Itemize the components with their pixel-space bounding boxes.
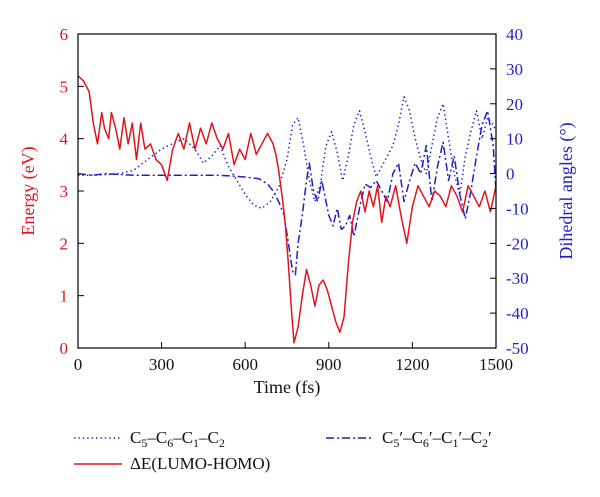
y-axis-right-label: Dihedral angles (°) xyxy=(556,122,577,259)
y-left-tick-label: 5 xyxy=(60,77,69,96)
y-axis-right: -50 -40 -30 -20 -10 0 10 20 30 40 xyxy=(490,25,529,358)
y-right-tick-label: -50 xyxy=(506,339,529,358)
y-right-tick-label: 30 xyxy=(506,60,523,79)
y-right-tick-label: -20 xyxy=(506,234,529,253)
y-right-tick-label: -10 xyxy=(506,199,529,218)
y-left-tick-label: 0 xyxy=(60,339,69,358)
x-tick-label: 900 xyxy=(316,355,342,374)
x-tick-label: 300 xyxy=(149,355,175,374)
y-right-tick-label: -40 xyxy=(506,304,529,323)
y-left-tick-label: 2 xyxy=(60,234,69,253)
y-right-tick-label: 0 xyxy=(506,165,515,184)
y-right-tick-label: 20 xyxy=(506,95,523,114)
series-line-c5pc6pc1pc2p xyxy=(78,110,496,276)
y-axis-left-label: Energy (eV) xyxy=(18,146,39,235)
y-axis-left: 0 1 2 3 4 5 6 xyxy=(60,25,84,358)
series-line-dE xyxy=(78,75,496,344)
y-right-tick-label: -30 xyxy=(506,269,529,288)
x-tick-label: 1200 xyxy=(395,355,429,374)
x-tick-label: 0 xyxy=(74,355,83,374)
x-tick-label: 600 xyxy=(232,355,258,374)
legend-label-c5pc6pc1pc2p: C5′–C6′–C1′–C2′ xyxy=(382,428,492,450)
series-line-c5c6c1c2 xyxy=(78,96,496,210)
legend-label-c5c6c1c2: C5–C6–C1–C2 xyxy=(130,428,225,450)
plot-frame xyxy=(77,33,497,349)
series-layer xyxy=(78,75,496,344)
x-tick-label: 1500 xyxy=(479,355,513,374)
y-left-tick-label: 6 xyxy=(60,25,69,44)
y-left-tick-label: 4 xyxy=(60,130,69,149)
y-right-tick-label: 10 xyxy=(506,130,523,149)
x-axis-label: Time (fs) xyxy=(254,377,321,398)
y-right-tick-label: 40 xyxy=(506,25,523,44)
y-left-tick-label: 1 xyxy=(60,287,69,306)
legend-label-dE: ΔE(LUMO-HOMO) xyxy=(130,454,270,473)
x-axis: 0 300 600 900 1200 1500 xyxy=(74,342,513,374)
y-left-tick-label: 3 xyxy=(60,182,69,201)
legend: C5–C6–C1–C2 C5′–C6′–C1′–C2′ ΔE(LUMO-HOMO) xyxy=(74,428,492,473)
